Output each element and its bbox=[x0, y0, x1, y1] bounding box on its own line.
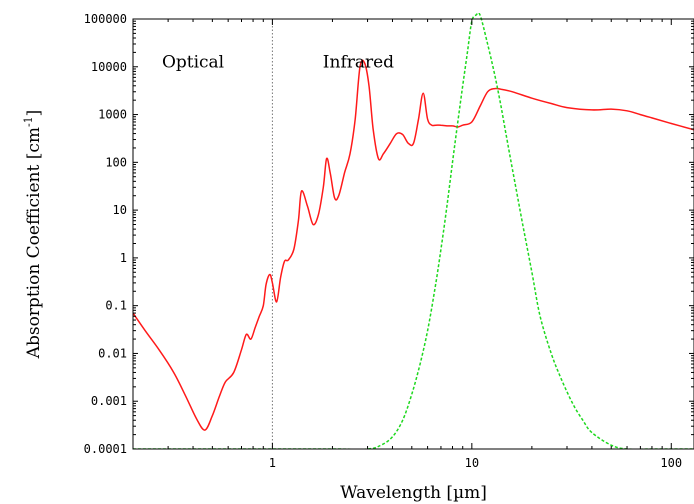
y-tick-label: 10 bbox=[113, 203, 127, 217]
y-tick-label: 0.1 bbox=[105, 299, 127, 313]
y-axis-title-sup: -1 bbox=[22, 116, 35, 127]
annotation-optical: Optical bbox=[162, 52, 224, 72]
annotation-infrared: Infrared bbox=[323, 52, 394, 72]
x-axis-title: Wavelength [µm] bbox=[340, 483, 487, 503]
plot-frame bbox=[132, 18, 694, 450]
y-tick-label: 0.001 bbox=[91, 394, 127, 408]
series-line-1 bbox=[133, 13, 694, 449]
y-tick-label: 10000 bbox=[91, 60, 127, 74]
y-tick-label: 0.0001 bbox=[84, 442, 127, 456]
y-tick-label: 1 bbox=[120, 251, 127, 265]
series-line-0 bbox=[133, 59, 694, 431]
y-axis-title: Absorption Coefficient [cm-1] bbox=[22, 110, 44, 360]
y-tick-label: 100000 bbox=[84, 12, 127, 26]
y-tick-label: 1000 bbox=[98, 108, 127, 122]
x-tick-label: 100 bbox=[660, 456, 682, 470]
y-axis-title-close: ] bbox=[24, 110, 44, 117]
y-tick-label: 100 bbox=[105, 155, 127, 169]
x-tick-label: 1 bbox=[269, 456, 276, 470]
y-axis-title-text: Absorption Coefficient [cm bbox=[24, 127, 44, 359]
x-tick-label: 10 bbox=[465, 456, 479, 470]
y-tick-label: 0.01 bbox=[98, 346, 127, 360]
